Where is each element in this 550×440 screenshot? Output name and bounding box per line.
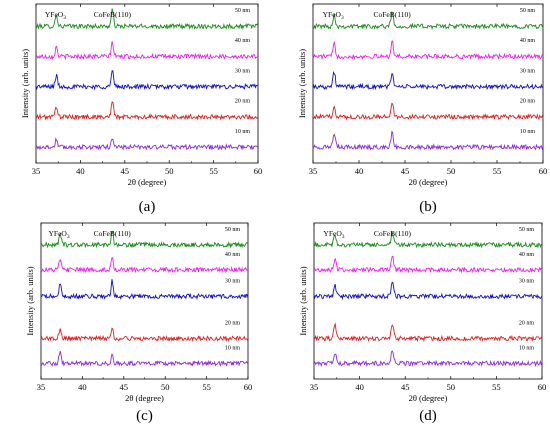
x-tick-label: 50 <box>447 382 456 392</box>
series-line-20-nm <box>35 101 259 121</box>
x-tick-label: 50 <box>447 166 456 176</box>
series-label: 50 nm <box>225 227 241 233</box>
series-line-20-nm <box>313 322 543 343</box>
x-tick-label: 40 <box>355 382 364 392</box>
series-line-30-nm <box>35 70 259 91</box>
x-tick-label: 60 <box>244 382 253 392</box>
series-line-40-nm <box>35 41 259 61</box>
series-label: 50 nm <box>235 8 251 14</box>
series-label: 10 nm <box>519 345 535 351</box>
y-axis-title: Intensity (arb. units) <box>297 49 307 118</box>
peak-label: YFeO3 <box>323 229 344 240</box>
x-tick-label: 60 <box>538 382 547 392</box>
series-label: 20 nm <box>519 320 535 326</box>
x-axis-title: 2θ (degree) <box>128 177 167 187</box>
series-line-40-nm <box>40 257 249 274</box>
peak-label: YFeO3 <box>323 10 344 21</box>
panel-caption: (a) <box>139 199 156 215</box>
series-label: 10 nm <box>225 345 241 351</box>
series-line-30-nm <box>312 70 544 91</box>
series-label: 20 nm <box>225 320 241 326</box>
series-line-20-nm <box>312 102 544 121</box>
xrd-panel-1: 35 40 45 50 55 60 2θ (degree) Intensity (arb. u… <box>20 3 263 215</box>
x-tick-label: 55 <box>492 382 501 392</box>
x-tick-label: 45 <box>120 382 129 392</box>
series-line-10-nm <box>35 137 259 151</box>
plot-frame <box>313 222 543 380</box>
series-line-50-nm <box>35 8 259 30</box>
peak-label: YFeO3 <box>48 229 69 240</box>
series-line-10-nm <box>312 130 544 151</box>
plot-frame <box>312 3 544 164</box>
x-tick-label: 40 <box>78 382 87 392</box>
x-tick-label: 40 <box>355 166 364 176</box>
series-label: 30 nm <box>520 68 536 74</box>
series-line-40-nm <box>313 255 542 274</box>
panel-caption: (c) <box>136 408 153 424</box>
series-line-50-nm <box>313 231 543 249</box>
series-label: 20 nm <box>235 99 251 105</box>
series-label: 10 nm <box>235 129 251 135</box>
x-tick-label: 45 <box>121 166 130 176</box>
series-label: 30 nm <box>519 278 535 284</box>
series-line-30-nm <box>313 281 543 301</box>
x-tick-label: 35 <box>310 382 319 392</box>
peak-label: CoFeB(110) <box>374 229 412 238</box>
x-tick-label: 35 <box>37 382 46 392</box>
x-tick-label: 55 <box>202 382 211 392</box>
x-tick-label: 35 <box>32 166 41 176</box>
x-tick-label: 60 <box>539 166 548 176</box>
series-label: 30 nm <box>225 278 241 284</box>
x-tick-label: 55 <box>209 166 218 176</box>
x-axis-title: 2θ (degree) <box>409 177 448 187</box>
peak-label: CoFeB(110) <box>94 10 132 19</box>
series-label: 40 nm <box>225 252 241 258</box>
xrd-panel-4: 35 40 45 50 55 60 2θ (degree) Intensity (arb. u… <box>298 222 547 424</box>
series-line-30-nm <box>40 279 249 301</box>
series-line-50-nm <box>312 11 544 30</box>
xrd-panel-3: 35 40 45 50 55 60 2θ (degree) Intensity (arb. u… <box>25 222 253 424</box>
x-tick-label: 50 <box>161 382 170 392</box>
y-axis-title: Intensity (arb. units) <box>20 49 30 118</box>
x-axis-title: 2θ (degree) <box>409 393 448 403</box>
panel-caption: (b) <box>419 199 437 215</box>
x-tick-label: 45 <box>401 166 410 176</box>
x-tick-label: 40 <box>76 166 85 176</box>
x-tick-label: 60 <box>254 166 263 176</box>
x-tick-label: 45 <box>401 382 410 392</box>
series-line-10-nm <box>40 351 249 367</box>
series-line-40-nm <box>312 40 544 61</box>
series-label: 50 nm <box>519 227 535 233</box>
series-label: 10 nm <box>520 129 536 135</box>
series-label: 20 nm <box>520 99 536 105</box>
peak-label: CoFeB(110) <box>94 229 132 238</box>
x-tick-label: 55 <box>493 166 502 176</box>
series-label: 40 nm <box>235 38 251 44</box>
series-label: 30 nm <box>235 68 251 74</box>
series-line-20-nm <box>40 327 249 343</box>
series-label: 50 nm <box>520 8 536 14</box>
y-axis-title: Intensity (arb. units) <box>25 266 35 335</box>
y-axis-title: Intensity (arb. units) <box>298 266 308 335</box>
xrd-panel-2: 35 40 45 50 55 60 2θ (degree) Intensity (arb. u… <box>297 3 548 215</box>
series-line-10-nm <box>314 350 543 368</box>
peak-label: YFeO3 <box>45 10 66 21</box>
x-tick-label: 50 <box>165 166 174 176</box>
panel-caption: (d) <box>419 408 437 424</box>
x-axis-title: 2θ (degree) <box>125 393 164 403</box>
x-tick-label: 35 <box>309 166 318 176</box>
series-line-50-nm <box>40 230 249 249</box>
peak-label: CoFeB(110) <box>374 10 412 19</box>
series-label: 40 nm <box>520 38 536 44</box>
series-label: 40 nm <box>519 252 535 258</box>
